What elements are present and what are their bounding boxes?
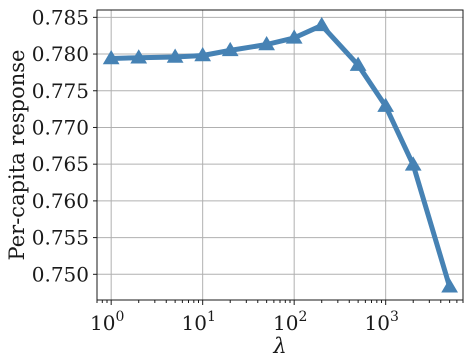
data-point-marker [313,16,331,32]
y-tick-label: 0.760 [32,189,89,213]
y-tick-label: 0.765 [32,152,89,176]
y-tick-label: 0.755 [32,226,89,250]
data-point-marker [285,29,303,44]
y-tick-label: 0.780 [32,42,89,66]
x-tick-base: 10 [364,311,389,335]
data-point-marker [166,48,184,63]
x-tick-base: 10 [181,311,206,335]
x-tick-label: 101 [181,309,215,335]
x-axis-title: λ [272,334,286,358]
data-point-marker [221,41,239,57]
x-tick-exponent: 0 [115,309,124,325]
x-tick-exponent: 1 [207,309,216,325]
x-tick-labels: 100 101 102 103 [90,309,399,335]
series-line [108,22,453,290]
data-point-marker [194,47,212,62]
ticks [93,16,464,305]
y-axis-title: Per-capita response [5,50,29,261]
x-tick-exponent: 2 [298,309,307,325]
y-tick-label: 0.775 [32,79,89,103]
x-tick-exponent: 3 [390,309,399,325]
x-tick-base: 10 [90,311,115,335]
grid [97,10,463,300]
y-tick-label: 0.750 [32,262,89,286]
x-tick-label: 100 [90,309,124,335]
x-tick-base: 10 [273,311,298,335]
data-point-marker [404,156,422,171]
x-tick-label: 103 [364,309,398,335]
data-point-marker [349,56,367,71]
y-tick-labels: 0.750 0.755 0.760 0.765 0.770 0.775 0.780 0.785 [32,5,89,286]
data-point-marker [258,36,276,51]
series-layer [102,16,459,293]
x-tick-label: 102 [273,309,307,335]
data-point-marker [130,49,148,64]
y-tick-label: 0.770 [32,115,89,139]
data-point-marker [441,278,459,293]
y-tick-label: 0.785 [32,5,89,29]
data-point-marker [102,49,120,65]
data-point-marker [377,97,395,112]
